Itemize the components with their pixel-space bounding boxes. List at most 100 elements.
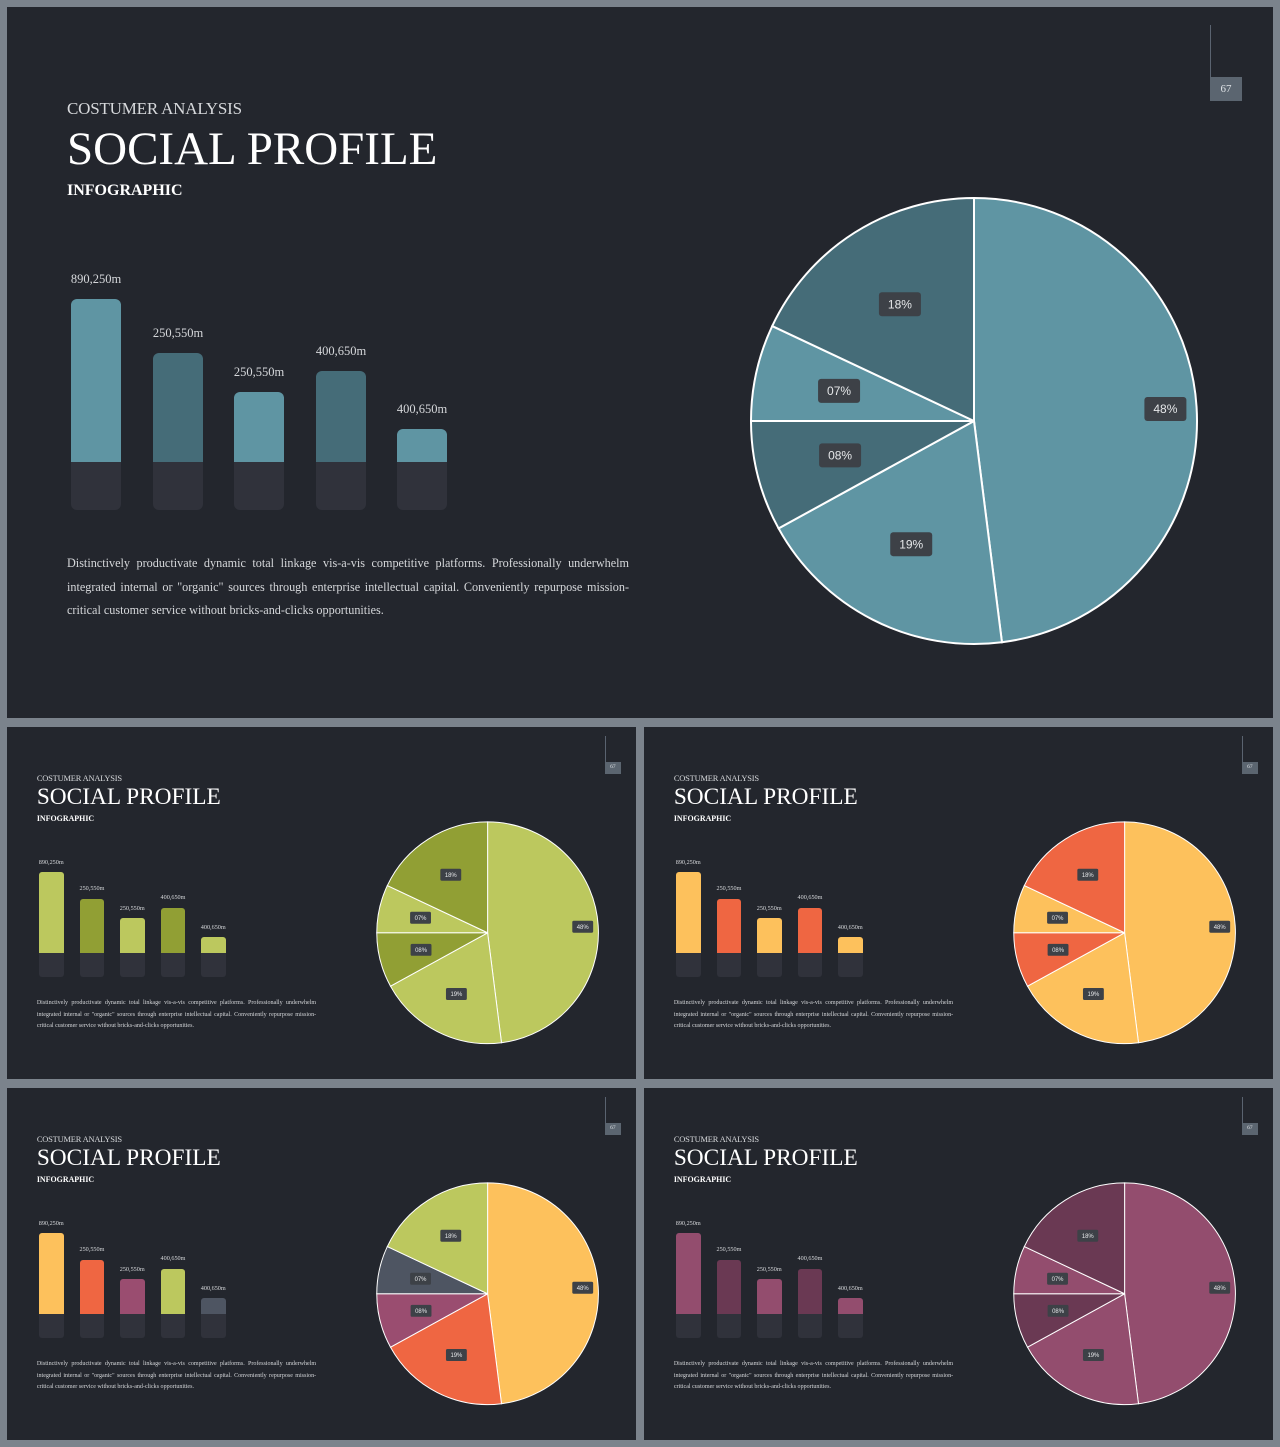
bar-base bbox=[756, 949, 782, 977]
pie-slice[interactable] bbox=[1026, 1292, 1140, 1406]
bar[interactable] bbox=[797, 1268, 823, 1315]
bar[interactable] bbox=[716, 898, 742, 954]
slide-thumb-multi[interactable]: 67 COSTUMER ANALYSIS SOCIAL PROFILE INFOGRA… bbox=[7, 1088, 636, 1440]
bar[interactable] bbox=[797, 907, 823, 954]
pie-slice[interactable] bbox=[386, 821, 489, 934]
bar[interactable] bbox=[716, 1259, 742, 1315]
pie-slice-label: 18% bbox=[440, 1229, 462, 1242]
pie-slice[interactable] bbox=[389, 1292, 503, 1406]
pie-slice-label: 08% bbox=[1047, 1304, 1069, 1317]
page-title: SOCIAL PROFILE bbox=[673, 1144, 858, 1171]
bar[interactable] bbox=[200, 936, 226, 954]
pie-slice[interactable] bbox=[1023, 1182, 1126, 1295]
bar-value-label: 890,250m bbox=[70, 272, 122, 286]
bar[interactable] bbox=[153, 352, 203, 462]
bar[interactable] bbox=[316, 370, 366, 462]
page-number-badge: 67 bbox=[1241, 761, 1258, 774]
pie-label-text: 07% bbox=[415, 1277, 428, 1283]
pie-slice[interactable] bbox=[770, 196, 975, 423]
pie-slice[interactable] bbox=[973, 196, 1198, 644]
pie-label-bg bbox=[572, 920, 594, 933]
bar-base bbox=[200, 1310, 226, 1338]
pie-label-text: 18% bbox=[1082, 873, 1095, 879]
bar[interactable] bbox=[756, 918, 782, 954]
pie-slice-label: 48% bbox=[1144, 396, 1187, 421]
bar-value-label: 250,550m bbox=[716, 1246, 742, 1254]
pie-label-text: 18% bbox=[445, 873, 458, 879]
pie-label-bg bbox=[878, 292, 921, 317]
bar[interactable] bbox=[71, 299, 121, 462]
bar-base bbox=[234, 454, 284, 510]
pie-slice-label: 07% bbox=[410, 1272, 431, 1285]
pie-label-text: 19% bbox=[1087, 992, 1100, 998]
bar[interactable] bbox=[234, 391, 284, 462]
pie-slice-label: 07% bbox=[410, 911, 431, 924]
page-subtitle: INFOGRAPHIC bbox=[67, 182, 183, 199]
bar-value-label: 250,550m bbox=[233, 364, 285, 379]
pie-slice-label: 07% bbox=[1047, 1272, 1068, 1285]
bar-value-label: 250,550m bbox=[756, 1265, 782, 1273]
bar[interactable] bbox=[119, 1279, 145, 1315]
pie-label-bg bbox=[445, 988, 467, 1000]
bar[interactable] bbox=[79, 1259, 105, 1315]
pie-slice[interactable] bbox=[386, 1182, 489, 1295]
page-number-badge: 67 bbox=[1241, 1122, 1258, 1135]
pie-slice[interactable] bbox=[1124, 821, 1236, 1044]
bar[interactable] bbox=[675, 872, 701, 954]
page-subtitle: INFOGRAPHIC bbox=[36, 813, 95, 823]
pie-slice-label: 08% bbox=[410, 1304, 432, 1317]
pie-slice[interactable] bbox=[1023, 821, 1126, 934]
pie-slice[interactable] bbox=[487, 821, 599, 1044]
bar-base bbox=[837, 949, 863, 977]
bar[interactable] bbox=[397, 429, 447, 462]
pie-slice[interactable] bbox=[1124, 1182, 1236, 1405]
bar-value-label: 250,550m bbox=[119, 904, 145, 912]
bar[interactable] bbox=[675, 1233, 701, 1315]
pie-label-text: 08% bbox=[415, 1309, 428, 1315]
pie-label-bg bbox=[1077, 868, 1099, 881]
bar-base bbox=[38, 1310, 64, 1338]
bar[interactable] bbox=[160, 1268, 186, 1315]
bar[interactable] bbox=[756, 1279, 782, 1315]
bar[interactable] bbox=[119, 918, 145, 954]
kicker-label: COSTUMER ANALYSIS bbox=[673, 1133, 759, 1144]
pie-label-text: 08% bbox=[1052, 1309, 1065, 1315]
pie-slice-label: 48% bbox=[1209, 920, 1231, 933]
bar[interactable] bbox=[38, 872, 64, 954]
pie-slice-label: 19% bbox=[1082, 988, 1104, 1000]
bar[interactable] bbox=[837, 936, 863, 954]
slide-thumb-orange[interactable]: 67 COSTUMER ANALYSIS SOCIAL PROFILE INFOGRA… bbox=[644, 727, 1273, 1079]
bar[interactable] bbox=[160, 907, 186, 954]
page-title: SOCIAL PROFILE bbox=[673, 783, 858, 810]
pie-label-bg bbox=[1082, 988, 1104, 1000]
pie-slice-label: 08% bbox=[1047, 943, 1069, 956]
pie-label-text: 07% bbox=[827, 384, 851, 398]
bar[interactable] bbox=[837, 1297, 863, 1315]
pie-slice[interactable] bbox=[777, 419, 1004, 645]
pie-slice[interactable] bbox=[749, 420, 975, 530]
pie-label-bg bbox=[572, 1281, 594, 1294]
bar[interactable] bbox=[79, 898, 105, 954]
bar[interactable] bbox=[38, 1233, 64, 1315]
kicker-label: COSTUMER ANALYSIS bbox=[673, 772, 759, 783]
pie-slice-label: 19% bbox=[445, 1349, 467, 1361]
description-text: Distinctively productivate dynamic total… bbox=[67, 556, 629, 617]
pie-label-bg bbox=[890, 532, 933, 557]
description-text: Distinctively productivate dynamic total… bbox=[673, 999, 954, 1030]
pie-label-text: 08% bbox=[828, 449, 852, 463]
bar-base bbox=[119, 1310, 145, 1338]
pie-label-text: 19% bbox=[1087, 1353, 1100, 1359]
pie-label-bg bbox=[1047, 1272, 1068, 1285]
pie-label-text: 48% bbox=[577, 925, 590, 931]
pie-slice-label: 48% bbox=[572, 920, 594, 933]
pie-slice[interactable] bbox=[389, 931, 503, 1045]
pie-label-bg bbox=[1077, 1229, 1099, 1242]
slide-thumb-green[interactable]: 67 COSTUMER ANALYSIS SOCIAL PROFILE INFOGRA… bbox=[7, 727, 636, 1079]
bar[interactable] bbox=[200, 1297, 226, 1315]
bar-base bbox=[160, 949, 186, 977]
pie-slice[interactable] bbox=[1026, 931, 1140, 1045]
pie-label-bg bbox=[1209, 1281, 1231, 1294]
bar-base bbox=[675, 1310, 701, 1338]
slide-thumb-purple[interactable]: 67 COSTUMER ANALYSIS SOCIAL PROFILE INFOGRA… bbox=[644, 1088, 1273, 1440]
pie-slice[interactable] bbox=[487, 1182, 599, 1405]
